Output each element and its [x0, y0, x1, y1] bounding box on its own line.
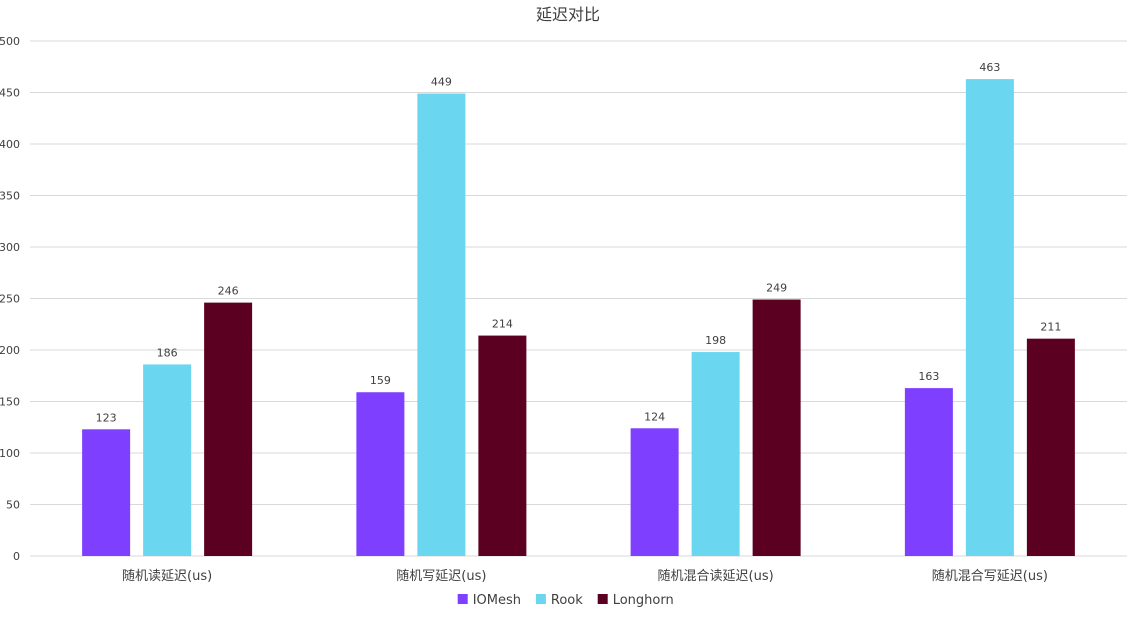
y-tick-label: 350	[0, 190, 20, 203]
x-category-label: 随机读延迟(us)	[122, 569, 212, 584]
y-tick-label: 100	[0, 447, 20, 460]
x-category-label: 随机写延迟(us)	[396, 569, 486, 584]
legend-swatch	[597, 594, 608, 604]
bar-rook-2	[691, 352, 740, 556]
y-axis-ticks: 0 50 100 150 200 250 300 350 400 450 500	[0, 35, 20, 563]
bar-iomesh-2	[630, 428, 679, 556]
y-tick-label: 0	[13, 550, 20, 563]
data-label: 186	[157, 346, 178, 359]
y-tick-label: 300	[0, 241, 20, 254]
y-tick-label: 200	[0, 344, 20, 357]
y-tick-label: 250	[0, 293, 20, 306]
gridlines	[30, 40, 1127, 557]
bar-rook-0	[143, 364, 192, 556]
data-label: 249	[766, 282, 787, 295]
bar-iomesh-0	[82, 429, 131, 556]
y-tick-label: 50	[6, 499, 20, 512]
legend-item-rook: Rook	[535, 593, 583, 608]
legend-item-longhorn: Longhorn	[597, 593, 674, 608]
bar-iomesh-1	[356, 392, 405, 556]
y-tick-label: 450	[0, 87, 20, 100]
data-labels: 123 186 246 159 449 214 124 198 249 163 463 211	[96, 61, 1062, 424]
y-tick-label: 400	[0, 138, 20, 151]
legend-label: Rook	[551, 593, 583, 608]
y-tick-label: 500	[0, 35, 20, 48]
legend-swatch	[535, 594, 546, 604]
data-label: 124	[644, 410, 665, 423]
bars	[82, 79, 1075, 557]
bar-rook-3	[965, 79, 1014, 557]
legend-label: IOMesh	[473, 593, 521, 608]
data-label: 214	[492, 318, 513, 331]
data-label: 211	[1040, 321, 1061, 334]
legend-label: Longhorn	[613, 593, 674, 608]
data-label: 449	[431, 76, 452, 89]
y-tick-label: 150	[0, 396, 20, 409]
legend: IOMesh Rook Longhorn	[457, 593, 674, 608]
data-label: 163	[918, 370, 939, 383]
data-label: 463	[979, 61, 1000, 74]
data-label: 246	[218, 285, 239, 298]
data-label: 159	[370, 374, 391, 387]
bar-longhorn-2	[752, 299, 801, 556]
chart-title: 延迟对比	[536, 5, 600, 24]
bar-longhorn-0	[204, 302, 253, 556]
data-label: 123	[96, 411, 117, 424]
legend-swatch	[457, 594, 468, 604]
legend-item-iomesh: IOMesh	[457, 593, 521, 608]
data-label: 198	[705, 334, 726, 347]
bar-iomesh-3	[904, 388, 953, 556]
x-axis-categories: 随机读延迟(us) 随机写延迟(us) 随机混合读延迟(us) 随机混合写延迟(us)	[122, 569, 1048, 584]
bar-longhorn-1	[478, 335, 527, 556]
bar-longhorn-3	[1026, 338, 1075, 556]
x-category-label: 随机混合读延迟(us)	[658, 569, 774, 584]
x-category-label: 随机混合写延迟(us)	[932, 569, 1048, 584]
bar-rook-1	[417, 93, 466, 556]
